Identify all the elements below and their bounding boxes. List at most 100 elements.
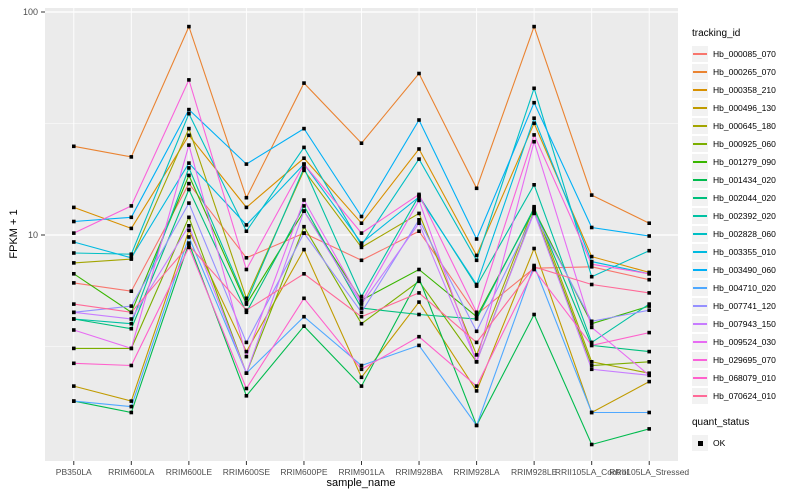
data-point [359,310,364,315]
x-tick-label: PB350LA [56,467,92,477]
data-point [244,302,249,306]
legend-key [692,64,708,80]
legend-item: Hb_068079_010 [692,369,798,387]
data-point [187,181,191,186]
data-point [417,198,421,203]
data-point [129,215,134,220]
legend: tracking_id Hb_000085_070 Hb_000265_070 Hb… [692,28,798,452]
data-point [187,235,191,239]
data-point [647,302,651,306]
legend-item: Hb_007943_150 [692,315,798,333]
legend-line-swatch [693,341,707,343]
data-point [244,267,249,272]
data-point [417,334,421,339]
data-point [474,314,479,319]
legend-key [692,82,708,98]
data-point [359,306,364,310]
legend-key [692,226,708,242]
data-point [359,245,364,250]
data-point [302,145,306,150]
data-point [187,241,191,245]
data-point [647,221,651,225]
legend-item-label: Hb_003355_010 [713,247,776,257]
data-point [129,226,134,231]
data-point [474,389,479,393]
data-point [129,304,134,308]
data-point [359,258,364,263]
data-point [417,276,421,280]
data-point [589,254,594,259]
data-point [72,205,76,210]
data-point [474,329,479,334]
data-point [187,245,191,250]
data-point [244,340,249,345]
legend-item: Hb_009524_030 [692,333,798,351]
data-point [532,121,536,126]
data-point [359,300,364,304]
x-tick-label: RRIM928BA [395,467,443,477]
legend-key [692,352,708,368]
data-point [302,166,306,170]
legend-key [692,388,708,404]
data-point [187,228,191,233]
data-point [129,363,134,368]
data-point [474,353,479,357]
data-point [589,321,594,326]
data-point [244,229,249,233]
data-point [474,340,479,345]
legend-item: Hb_004710_020 [692,279,798,297]
data-point [474,258,479,263]
data-point [302,162,306,166]
data-point [532,265,536,269]
legend-key [692,316,708,332]
data-point [129,310,134,315]
data-point [129,321,134,326]
legend-item: Hb_000496_130 [692,99,798,117]
legend-line-swatch [693,53,707,55]
data-point [417,291,421,295]
x-tick-label: RRIM928LE [511,467,558,477]
data-point [129,256,134,260]
data-point [302,204,306,208]
legend-item-label: Hb_070624_010 [713,391,776,401]
data-point [129,326,134,331]
legend-line-swatch [693,107,707,109]
data-point [589,265,594,269]
data-point [532,86,536,91]
legend-key [692,298,708,314]
data-point [417,147,421,151]
data-point [72,281,76,285]
legend-item-label: Hb_000265_070 [713,67,776,77]
quant-status-title: quant_status [692,417,750,428]
legend-item: Hb_002828_060 [692,225,798,243]
x-tick-label: RRIM600PE [280,467,328,477]
data-point [302,168,306,173]
legend-line-swatch [693,395,707,397]
data-point [302,296,306,301]
data-point [589,319,594,324]
data-point [474,423,479,428]
data-point [72,231,76,235]
legend-line-swatch [693,197,707,199]
data-point [359,384,364,388]
x-axis-title: sample_name [326,477,396,489]
data-point [302,156,306,160]
legend-item-label: Hb_001434_020 [713,175,776,185]
data-point [532,133,536,137]
data-point [302,314,306,319]
data-point [589,259,594,264]
data-point [359,302,364,306]
data-point [417,211,421,216]
data-point [129,289,134,293]
data-point [187,78,191,82]
data-point [302,224,306,229]
legend-key [692,118,708,134]
data-point [302,198,306,202]
data-point [589,343,594,348]
x-tick-label: RRIM600SE [223,467,271,477]
legend-item-label: Hb_000496_130 [713,103,776,113]
data-point [532,267,536,272]
data-point [72,144,76,149]
x-tick-label: RRIM600LA [108,467,155,477]
legend-item-label: Hb_000645_180 [713,121,776,131]
